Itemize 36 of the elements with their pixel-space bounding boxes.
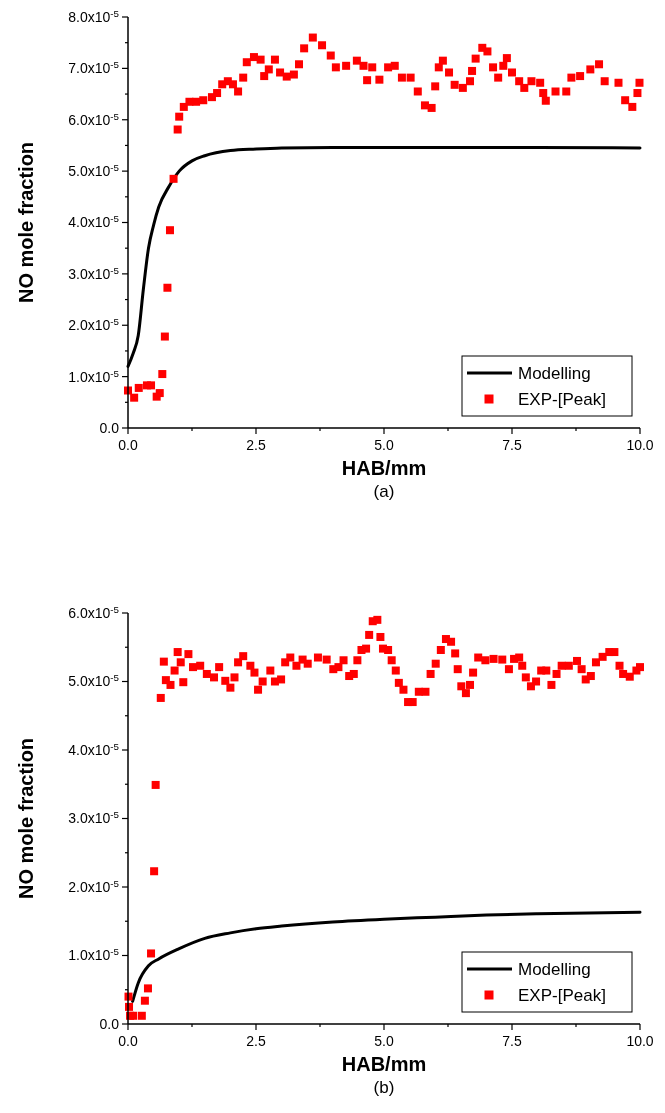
legend-label: Modelling — [518, 959, 591, 979]
y-tick-label: 5.0x10$^{-5}$ — [68, 671, 120, 690]
x-axis-title: HAB/mm — [341, 457, 427, 479]
y-tick-label: 2.0x10$^{-5}$ — [68, 315, 120, 334]
legend-label: EXP-[Peak] — [518, 985, 606, 1005]
y-tick-label: 4.0x10$^{-5}$ — [68, 212, 120, 231]
y-tick-label: 1.0x10$^{-5}$ — [68, 367, 120, 385]
y-tick-label: 8.0x10$^{-5}$ — [68, 7, 120, 25]
x-tick-label: 5.0 — [374, 437, 394, 453]
x-tick-label: 0.0 — [118, 437, 138, 453]
x-tick-label: 10.0 — [626, 437, 654, 453]
text: (a) — [373, 482, 395, 501]
y-tick-label: 5.0x10$^{-5}$ — [68, 161, 120, 180]
x-axis-title: HAB/mm — [341, 1053, 427, 1075]
y-tick-label: 6.0x10$^{-5}$ — [68, 110, 120, 128]
legend-label: EXP-[Peak] — [518, 389, 606, 409]
y-axis-title: NO mole fraction — [15, 141, 37, 304]
y-tick-label: 1.0x10$^{-5}$ — [68, 945, 120, 964]
x-tick-label: 7.5 — [502, 1033, 522, 1049]
x-tick-label: 7.5 — [502, 437, 522, 453]
x-tick-label: 2.5 — [246, 437, 266, 453]
y-tick-label: 3.0x10$^{-5}$ — [68, 808, 120, 827]
text: (b) — [373, 1078, 395, 1097]
x-tick-label: 0.0 — [118, 1033, 138, 1049]
y-tick-label: 2.0x10$^{-5}$ — [68, 877, 120, 895]
y-tick-label: 0.0 — [99, 419, 120, 436]
y-tick-label: 7.0x10$^{-5}$ — [68, 58, 120, 77]
x-tick-label: 5.0 — [374, 1033, 394, 1049]
x-tick-label: 2.5 — [246, 1033, 266, 1049]
y-axis-title: NO mole fraction — [15, 737, 37, 900]
y-tick-label: 0.0 — [99, 1015, 120, 1032]
y-tick-label: 4.0x10$^{-5}$ — [68, 740, 120, 758]
y-tick-label: 3.0x10$^{-5}$ — [68, 264, 120, 282]
x-tick-label: 10.0 — [626, 1033, 654, 1049]
legend-label: Modelling — [518, 363, 591, 383]
y-tick-label: 6.0x10$^{-5}$ — [68, 603, 120, 621]
